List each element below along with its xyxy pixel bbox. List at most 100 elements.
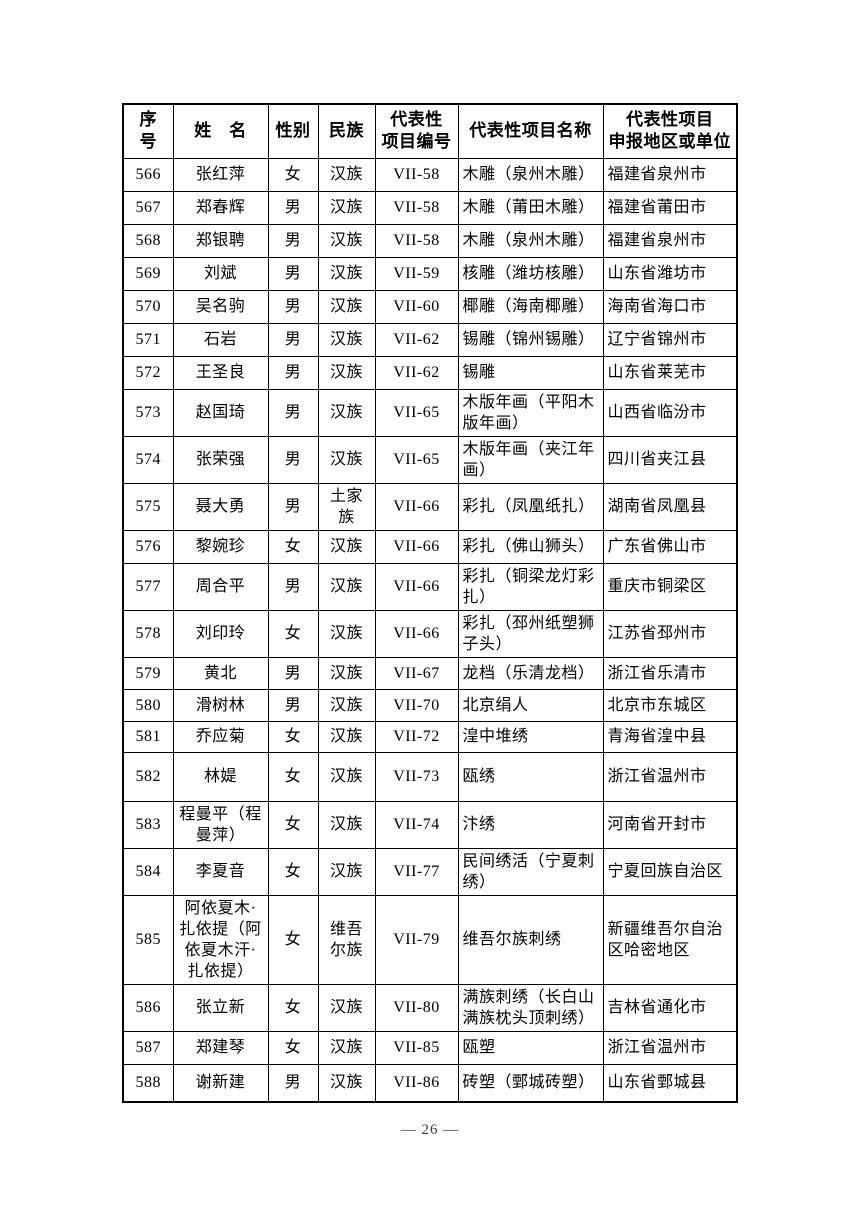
- cell-name: 张红萍: [172, 157, 269, 192]
- cell-ethnicity: 汉族: [317, 355, 376, 390]
- cell-project-number: VII-58: [374, 157, 459, 192]
- cell-gender: 女: [267, 720, 319, 753]
- table-row: 582 林媞女汉族 VII-73 瓯绣 浙江省温州市: [122, 751, 738, 802]
- cell-serial: 576: [122, 529, 174, 564]
- cell-ethnicity: 汉族: [317, 847, 376, 896]
- cell-gender: 男: [267, 289, 319, 324]
- table-row: 567 郑春辉男汉族 VII-58 木雕（莆田木雕） 福建省莆田市: [122, 190, 738, 225]
- header-gender: 性别: [267, 103, 319, 159]
- cell-project-number: VII-66: [374, 609, 459, 658]
- cell-region: 浙江省温州市: [602, 751, 738, 802]
- cell-region: 浙江省乐清市: [602, 656, 738, 690]
- cell-name: 阿依夏木·扎依提（阿依夏木汗·扎依提）: [172, 894, 269, 985]
- cell-project-number: VII-70: [374, 688, 459, 722]
- inheritors-table: 序 号 姓 名 性别 民族 代表性 项目编号 代表性项目名称 代表性项目 申报地…: [122, 103, 738, 1103]
- cell-project-number: VII-66: [374, 562, 459, 611]
- cell-serial: 572: [122, 355, 174, 390]
- cell-name: 李夏音: [172, 847, 269, 896]
- cell-project-name: 木雕（莆田木雕）: [457, 190, 604, 225]
- cell-region: 山东省鄄城县: [602, 1063, 738, 1103]
- table-row: 578 刘印玲女汉族 VII-66 彩扎（邳州纸塑狮子头） 江苏省邳州市: [122, 609, 738, 658]
- cell-ethnicity: 汉族: [317, 688, 376, 722]
- cell-project-number: VII-79: [374, 894, 459, 985]
- cell-gender: 女: [267, 847, 319, 896]
- cell-gender: 女: [267, 1030, 319, 1065]
- cell-region: 河南省开封市: [602, 800, 738, 849]
- table-row: 580 滑树林男汉族 VII-70 北京绢人 北京市东城区: [122, 688, 738, 722]
- page-number: — 26 —: [400, 1122, 460, 1138]
- header-project-region: 代表性项目 申报地区或单位: [602, 103, 738, 159]
- cell-project-name: 瓯绣: [457, 751, 604, 802]
- cell-ethnicity: 汉族: [317, 157, 376, 192]
- cell-name: 郑春辉: [172, 190, 269, 225]
- cell-serial: 588: [122, 1063, 174, 1103]
- cell-project-name: 锡雕（锦州锡雕）: [457, 322, 604, 357]
- cell-serial: 574: [122, 435, 174, 484]
- cell-gender: 女: [267, 157, 319, 192]
- cell-region: 北京市东城区: [602, 688, 738, 722]
- cell-ethnicity: 汉族: [317, 289, 376, 324]
- cell-serial: 578: [122, 609, 174, 658]
- cell-name: 黄北: [172, 656, 269, 690]
- cell-name: 王圣良: [172, 355, 269, 390]
- cell-name: 程曼平（程曼萍）: [172, 800, 269, 849]
- cell-name: 郑银聘: [172, 223, 269, 258]
- cell-project-name: 木版年画（夹江年画）: [457, 435, 604, 484]
- cell-project-number: VII-62: [374, 355, 459, 390]
- cell-name: 吴名驹: [172, 289, 269, 324]
- cell-project-name: 椰雕（海南椰雕）: [457, 289, 604, 324]
- cell-serial: 582: [122, 751, 174, 802]
- header-project-number: 代表性 项目编号: [374, 103, 459, 159]
- header-project-name: 代表性项目名称: [457, 103, 604, 159]
- table-row: 583 程曼平（程曼萍）女汉族 VII-74 汴绣 河南省开封市: [122, 800, 738, 849]
- cell-ethnicity: 汉族: [317, 223, 376, 258]
- cell-region: 福建省泉州市: [602, 223, 738, 258]
- cell-project-name: 维吾尔族刺绣: [457, 894, 604, 985]
- cell-serial: 568: [122, 223, 174, 258]
- cell-name: 刘斌: [172, 256, 269, 291]
- cell-gender: 女: [267, 983, 319, 1032]
- table-row: 577 周合平男汉族 VII-66 彩扎（铜梁龙灯彩扎） 重庆市铜梁区: [122, 562, 738, 611]
- table-row: 569 刘斌男汉族 VII-59 核雕（潍坊核雕） 山东省潍坊市: [122, 256, 738, 291]
- cell-project-name: 湟中堆绣: [457, 720, 604, 753]
- cell-project-number: VII-66: [374, 482, 459, 531]
- table-row: 571 石岩男汉族 VII-62 锡雕（锦州锡雕） 辽宁省锦州市: [122, 322, 738, 357]
- cell-name: 林媞: [172, 751, 269, 802]
- cell-ethnicity: 维吾尔族: [317, 894, 376, 985]
- cell-name: 周合平: [172, 562, 269, 611]
- cell-project-name: 瓯塑: [457, 1030, 604, 1065]
- cell-serial: 575: [122, 482, 174, 531]
- table-row: 576 黎婉珍女汉族 VII-66 彩扎（佛山狮头） 广东省佛山市: [122, 529, 738, 564]
- cell-gender: 女: [267, 800, 319, 849]
- cell-name: 张立新: [172, 983, 269, 1032]
- cell-project-number: VII-62: [374, 322, 459, 357]
- cell-ethnicity: 汉族: [317, 720, 376, 753]
- cell-gender: 男: [267, 482, 319, 531]
- table-body: 566 张红萍女汉族 VII-58 木雕（泉州木雕） 福建省泉州市 567 郑春辉男汉族 VI…: [122, 157, 738, 1103]
- cell-ethnicity: 汉族: [317, 388, 376, 437]
- header-name: 姓 名: [172, 103, 269, 159]
- cell-region: 青海省湟中县: [602, 720, 738, 753]
- cell-project-name: 龙档（乐清龙档）: [457, 656, 604, 690]
- cell-gender: 女: [267, 609, 319, 658]
- table-row: 573 赵国琦男汉族 VII-65 木版年画（平阳木版年画） 山西省临汾市: [122, 388, 738, 437]
- cell-project-number: VII-85: [374, 1030, 459, 1065]
- cell-ethnicity: 汉族: [317, 190, 376, 225]
- cell-region: 湖南省凤凰县: [602, 482, 738, 531]
- cell-project-number: VII-80: [374, 983, 459, 1032]
- cell-gender: 男: [267, 355, 319, 390]
- cell-name: 黎婉珍: [172, 529, 269, 564]
- cell-serial: 579: [122, 656, 174, 690]
- cell-project-name: 核雕（潍坊核雕）: [457, 256, 604, 291]
- cell-region: 广东省佛山市: [602, 529, 738, 564]
- cell-project-name: 彩扎（凤凰纸扎）: [457, 482, 604, 531]
- cell-region: 四川省夹江县: [602, 435, 738, 484]
- cell-gender: 男: [267, 388, 319, 437]
- cell-ethnicity: 汉族: [317, 529, 376, 564]
- cell-ethnicity: 汉族: [317, 1030, 376, 1065]
- cell-ethnicity: 汉族: [317, 1063, 376, 1103]
- header-serial: 序 号: [122, 103, 174, 159]
- cell-project-number: VII-58: [374, 223, 459, 258]
- cell-gender: 女: [267, 529, 319, 564]
